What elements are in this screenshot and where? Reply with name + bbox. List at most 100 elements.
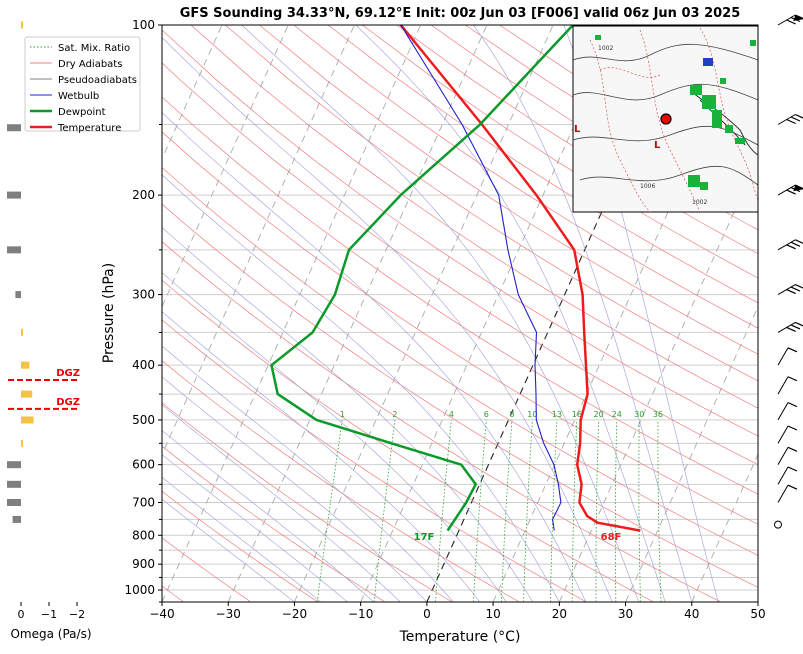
omega-bar xyxy=(7,481,21,488)
x-tick-label: −20 xyxy=(282,607,307,621)
y-tick-label: 700 xyxy=(132,496,155,510)
y-tick-label: 800 xyxy=(132,528,155,542)
isotherm-line xyxy=(228,25,487,602)
mixing-ratio-line xyxy=(572,420,577,602)
omega-tick-label: −2 xyxy=(69,608,85,621)
wind-barb-feather xyxy=(791,325,800,329)
svg-text:L: L xyxy=(574,124,581,135)
inset-map: L L 1002 1006 1002 xyxy=(573,26,758,212)
legend-label: Dewpoint xyxy=(58,107,106,118)
legend-label: Wetbulb xyxy=(58,91,99,102)
mixing-ratio-line xyxy=(658,420,661,602)
mixing-ratio-line xyxy=(596,420,599,602)
y-tick-label: 900 xyxy=(132,557,155,571)
inset-map-label: 1002 xyxy=(692,199,707,206)
wind-barb-staff xyxy=(778,403,788,420)
pseudoadiabat-line xyxy=(0,278,321,602)
omega-bar xyxy=(21,440,23,447)
mixing-ratio-line xyxy=(317,420,342,602)
wind-barb-feather xyxy=(788,348,797,352)
x-tick-label: −40 xyxy=(149,607,174,621)
isotherm-line xyxy=(0,25,23,602)
mixing-ratio-label: 4 xyxy=(449,410,454,419)
wind-barb-staff xyxy=(778,348,788,365)
wind-barb-staff xyxy=(778,426,788,443)
chart-title: GFS Sounding 34.33°N, 69.12°E Init: 00z … xyxy=(180,6,741,21)
pseudoadiabat-line xyxy=(150,25,613,602)
wind-barb xyxy=(778,447,797,464)
x-tick-label: 30 xyxy=(618,607,633,621)
pseudoadiabat-line xyxy=(0,183,453,603)
mixing-ratio-line xyxy=(524,420,533,602)
mixing-ratio-label: 13 xyxy=(552,410,562,419)
wind-barb-feather xyxy=(795,285,803,289)
omega-axis-label: Omega (Pa/s) xyxy=(10,627,91,641)
isotherm-line xyxy=(758,25,803,602)
wind-barb xyxy=(778,403,797,420)
x-tick-label: 40 xyxy=(684,607,699,621)
wind-barb-feather xyxy=(788,447,797,451)
wind-barb xyxy=(778,114,803,124)
x-tick-label: 20 xyxy=(552,607,567,621)
wind-barbs xyxy=(775,15,803,528)
wind-barb xyxy=(778,485,797,502)
y-tick-label: 100 xyxy=(132,18,155,32)
mixing-ratio-label: 1 xyxy=(340,410,345,419)
x-tick-label: −10 xyxy=(348,607,373,621)
mixing-ratio-label: 20 xyxy=(594,410,604,419)
y-tick-label: 300 xyxy=(132,288,155,302)
wind-barb xyxy=(778,285,803,295)
mixing-ratio-line xyxy=(639,420,641,602)
wind-barb-feather xyxy=(787,245,796,249)
wind-barb-feather xyxy=(791,117,800,121)
mixing-ratio-label: 6 xyxy=(484,410,489,419)
y-tick-label: 1000 xyxy=(124,583,155,597)
inset-map-label: 1006 xyxy=(640,183,655,190)
wind-barb-staff xyxy=(778,447,788,464)
mixing-ratio-line xyxy=(473,420,486,602)
dgz-label: DGZ xyxy=(56,397,80,408)
wind-barb-feather xyxy=(791,287,800,291)
y-axis-label: Pressure (hPa) xyxy=(101,263,117,363)
pseudoadiabat-line xyxy=(77,25,586,602)
pseudoadiabat-line xyxy=(0,250,374,602)
wind-barb-feather xyxy=(795,114,803,118)
wind-barb-feather xyxy=(787,290,796,294)
wind-barb xyxy=(778,240,803,250)
wind-barb xyxy=(778,426,797,443)
mixing-ratio-label: 8 xyxy=(509,410,514,419)
y-tick-label: 600 xyxy=(132,458,155,472)
omega-bar xyxy=(7,246,21,253)
mixing-ratio-label: 36 xyxy=(653,410,663,419)
mixing-ratio-label: 2 xyxy=(392,410,397,419)
wind-barb-calm xyxy=(775,521,782,528)
y-tick-label: 200 xyxy=(132,188,155,202)
wind-barb-staff xyxy=(778,377,788,394)
wind-barb-feather xyxy=(788,426,797,430)
mixing-ratio-line xyxy=(501,420,512,602)
omega-bar xyxy=(7,461,21,468)
wind-barb-feather xyxy=(795,322,803,326)
wind-barb-staff xyxy=(778,485,788,502)
legend-label: Pseudoadiabats xyxy=(58,75,137,86)
wind-barb-feather xyxy=(787,119,796,123)
omega-bar xyxy=(21,22,23,29)
omega-bar xyxy=(21,329,23,336)
mixing-ratio-label: 24 xyxy=(612,410,622,419)
mixing-ratio-line xyxy=(550,420,557,602)
omega-tick-label: 0 xyxy=(18,608,25,621)
wind-barb-feather xyxy=(795,240,803,244)
dgz-label: DGZ xyxy=(56,368,80,379)
x-tick-label: 0 xyxy=(423,607,431,621)
wind-barb xyxy=(778,467,797,484)
wind-barb-feather xyxy=(788,485,797,489)
x-axis-label: Temperature (°C) xyxy=(399,629,521,645)
omega-bar xyxy=(21,416,34,423)
wind-barb xyxy=(778,185,803,195)
wind-barb xyxy=(778,348,797,365)
wind-barb-feather xyxy=(788,377,797,381)
legend-label: Sat. Mix. Ratio xyxy=(58,43,130,54)
